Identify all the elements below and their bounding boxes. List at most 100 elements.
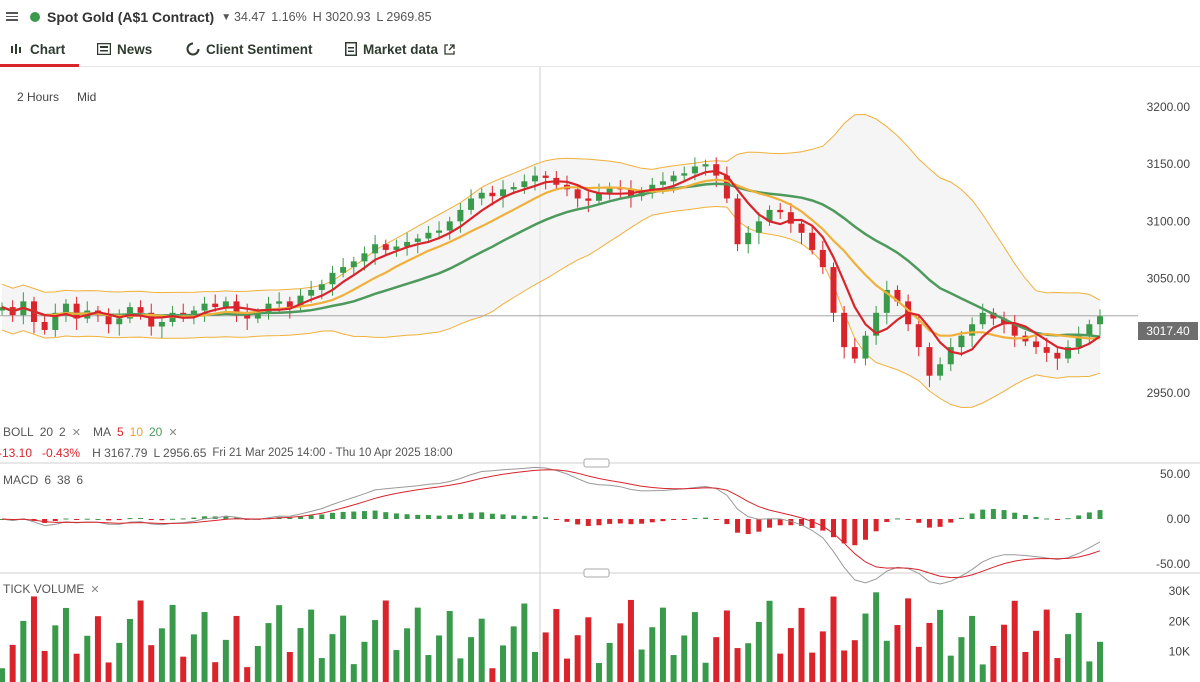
candle-body — [585, 198, 592, 201]
candle-body — [500, 189, 507, 197]
tab-news[interactable]: News — [97, 34, 152, 64]
volume-bar — [777, 653, 784, 682]
menu-icon[interactable] — [6, 10, 18, 22]
close-icon[interactable]: ✕ — [90, 583, 100, 596]
candle-body — [1086, 324, 1093, 336]
ma5-line — [1, 169, 1101, 356]
close-icon[interactable]: ✕ — [168, 426, 178, 439]
external-link-icon — [444, 43, 455, 55]
volume-bar — [1086, 661, 1093, 682]
tab-label: Market data — [363, 41, 439, 57]
macd-histogram-bar — [52, 519, 58, 522]
price-chart[interactable]: 3200.003150.003100.003050.003000.002950.… — [0, 67, 1200, 682]
volume-bar — [574, 635, 581, 682]
volume-bar — [254, 645, 261, 682]
macd-histogram-bar — [809, 519, 815, 529]
candle-body — [116, 318, 123, 325]
price-type-selector[interactable]: Mid — [77, 90, 97, 104]
candle-body — [851, 347, 858, 359]
instrument-high: H 3020.93 — [312, 10, 371, 24]
macd-histogram-bar — [852, 519, 858, 546]
macd-histogram-bar — [660, 519, 666, 522]
tab-chart[interactable]: Chart — [0, 34, 80, 67]
macd-histogram-bar — [894, 518, 900, 520]
volume-bar — [670, 655, 677, 682]
volume-bar — [222, 639, 229, 682]
instrument-selector[interactable]: Spot Gold (A$1 Contract) ▼ — [30, 9, 231, 25]
macd-histogram-bar — [617, 519, 623, 524]
instrument-stats: 34.47 1.16% H 3020.93 L 2969.85 — [234, 10, 432, 24]
macd-histogram-bar — [628, 519, 634, 525]
boll-period: 20 — [39, 425, 54, 439]
panel-resize-handle — [583, 568, 610, 578]
macd-histogram-bar — [42, 519, 48, 523]
candle-body — [649, 184, 656, 192]
volume-bar — [915, 646, 922, 682]
candle-body — [681, 173, 688, 176]
instrument-change: 34.47 — [234, 10, 266, 24]
volume-bar — [894, 625, 901, 682]
volume-axis-tick: 20K — [1169, 614, 1190, 628]
period-range: Fri 21 Mar 2025 14:00 - Thu 10 Apr 2025 … — [212, 447, 453, 459]
market-open-icon — [30, 12, 40, 22]
macd-histogram-bar — [340, 511, 346, 519]
volume-bar — [969, 615, 976, 682]
macd-histogram-bar — [937, 519, 943, 527]
macd-histogram-bar — [969, 513, 975, 519]
volume-bar — [265, 623, 272, 682]
macd-axis-tick: -50.00 — [1156, 557, 1190, 571]
volume-bar — [41, 650, 48, 682]
macd-slow: 38 — [57, 473, 71, 487]
macd-histogram-bar — [511, 515, 517, 519]
macd-histogram-bar — [564, 519, 570, 522]
candle-body — [201, 303, 208, 311]
candle-body — [222, 301, 229, 308]
candle-body — [361, 253, 368, 262]
macd-histogram-bar — [361, 511, 367, 519]
macd-histogram-bar — [767, 519, 773, 528]
tab-client-sentiment[interactable]: Client Sentiment — [186, 34, 313, 64]
volume-bar — [52, 625, 59, 682]
volume-bar — [468, 637, 475, 682]
volume-bar — [766, 600, 773, 682]
macd-legend: MACD 6 38 6 — [3, 473, 83, 487]
tab-label: Chart — [30, 41, 66, 57]
candle-body — [286, 301, 293, 308]
candle-body — [478, 192, 485, 199]
volume-bar — [947, 655, 954, 682]
macd-histogram-bar — [383, 512, 389, 519]
timeframe-selector[interactable]: 2 Hours — [17, 90, 60, 104]
volume-bar — [126, 618, 133, 682]
volume-bar — [713, 637, 720, 682]
candle-body — [180, 312, 187, 316]
chevron-down-icon[interactable]: ▼ — [221, 11, 232, 23]
macd-histogram-bar — [447, 515, 453, 519]
macd-histogram-bar — [905, 519, 911, 520]
macd-histogram-bar — [415, 514, 421, 519]
macd-line — [1, 466, 1101, 585]
candle-body — [969, 324, 976, 336]
volume-bar — [819, 631, 826, 682]
volume-axis-tick: 30K — [1169, 584, 1190, 598]
candle-body — [958, 335, 965, 348]
candle-body — [1075, 335, 1082, 348]
ma-label: MA — [92, 425, 111, 439]
panel-resize-handle — [583, 458, 610, 468]
candle-body — [873, 312, 880, 336]
tab-market-data[interactable]: Market data — [345, 34, 455, 64]
macd-histogram-bar — [489, 513, 495, 519]
volume-bar — [446, 610, 453, 682]
candle-body — [457, 209, 464, 222]
volume-bar — [84, 635, 91, 682]
candle-body — [926, 347, 933, 376]
tab-label: News — [117, 41, 153, 57]
candle-body — [894, 289, 901, 302]
candle-body — [532, 175, 539, 182]
volume-bar — [350, 664, 357, 682]
macd-histogram-bar — [724, 519, 730, 525]
close-icon[interactable]: ✕ — [71, 426, 81, 439]
macd-histogram-bar — [468, 512, 474, 519]
candle-body — [915, 324, 922, 348]
macd-histogram-bar — [372, 510, 378, 519]
volume-bar — [30, 596, 37, 682]
